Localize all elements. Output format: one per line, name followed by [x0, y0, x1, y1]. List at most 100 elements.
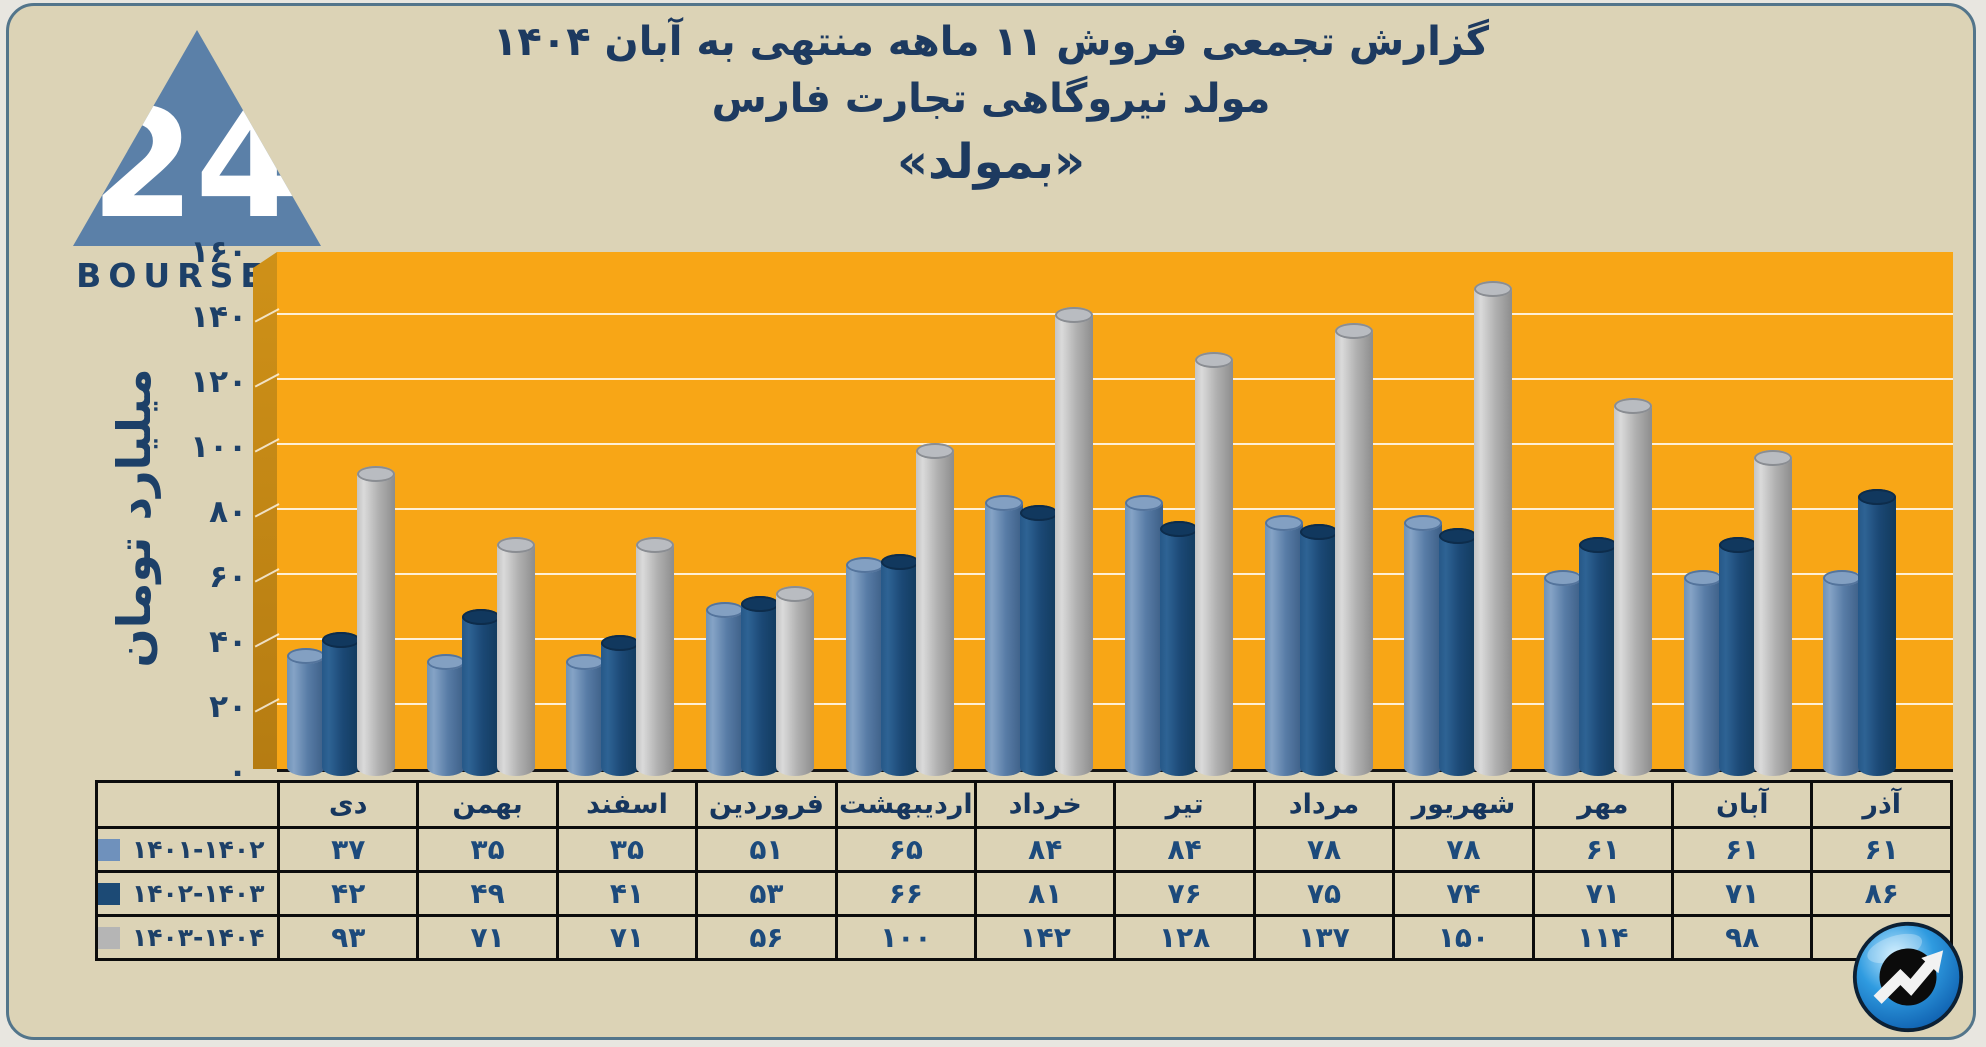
bar-group	[417, 252, 557, 776]
bar-۱۴۰۳-۱۴۰۴	[636, 537, 675, 776]
value-cell: ۷۴	[1392, 870, 1535, 917]
bar-cap	[496, 537, 535, 554]
gridline	[277, 573, 1953, 575]
gridline	[277, 638, 1953, 640]
month-label: آبان	[1671, 780, 1814, 829]
value-cell: ۱۵۰	[1392, 914, 1535, 961]
bar-body	[741, 603, 779, 776]
bar-body	[706, 610, 744, 776]
bar-body	[1055, 314, 1094, 776]
bar-۱۴۰۳-۱۴۰۴	[357, 465, 395, 776]
bar-۱۴۰۱-۱۴۰۲	[287, 647, 325, 776]
month-label: شهریور	[1392, 780, 1535, 829]
bar-group	[975, 252, 1115, 776]
bar-cap	[1160, 521, 1198, 537]
legend-wrap: ۱۴۰۳-۱۴۰۴	[99, 923, 276, 952]
bar-body	[1753, 457, 1792, 776]
bar-cap	[1544, 569, 1582, 586]
bar-cap	[1334, 322, 1373, 339]
bar-cap	[776, 586, 814, 602]
bar-cap	[1858, 488, 1897, 505]
bar-body	[566, 662, 605, 776]
value-cell: ۶۱	[1531, 826, 1675, 873]
bar-۱۴۰۳-۱۴۰۴	[915, 443, 954, 776]
bar-۱۴۰۳-۱۴۰۴	[1055, 306, 1094, 776]
gridline	[277, 313, 1953, 315]
bar-body	[426, 662, 465, 776]
legend-swatch-icon	[99, 838, 120, 861]
legend-cell: ۱۴۰۱-۱۴۰۲	[95, 826, 280, 873]
bar-cap	[1474, 280, 1513, 297]
value-cell: ۱۲۸	[1113, 914, 1256, 961]
value-cell: ۱۰۰	[834, 914, 978, 961]
bar-body	[1683, 577, 1722, 776]
y-axis-labels: ۱۶۰ ۱۴۰ ۱۲۰ ۱۰۰ ۸۰ ۶۰ ۴۰ ۲۰ ۰	[129, 236, 247, 788]
bar-۱۴۰۳-۱۴۰۴	[1195, 352, 1233, 776]
bar-cap	[1055, 306, 1094, 323]
bar-group	[696, 252, 836, 776]
bar-body	[287, 655, 325, 776]
bar-cap	[1753, 449, 1792, 466]
gridline	[277, 703, 1953, 705]
bar-body	[1404, 522, 1443, 776]
bar-۱۴۰۱-۱۴۰۲	[845, 556, 884, 776]
bar-body	[496, 545, 535, 776]
bar-cap	[322, 631, 360, 648]
bar-body	[601, 642, 640, 776]
bar-۱۴۰۱-۱۴۰۲	[566, 654, 605, 776]
bar-body	[461, 616, 500, 776]
bar-۱۴۰۱-۱۴۰۲	[1125, 495, 1163, 776]
bar-body	[1439, 535, 1478, 776]
bar-cap	[1299, 524, 1338, 541]
bar-group	[1813, 252, 1953, 776]
value-cell: ۸۴	[1113, 826, 1256, 873]
bourse24-trend-icon	[1851, 920, 1965, 1034]
value-cell: ۷۸	[1392, 826, 1535, 873]
value-cell: ۴۲	[276, 870, 420, 917]
y-tick-label: ۴۰	[209, 624, 247, 660]
month-header-row: دی بهمن اسفند فروردین اردیبهشت خرداد تیر مرداد ش…	[95, 780, 1953, 829]
month-label: مهر	[1531, 780, 1675, 829]
bar-cap	[915, 443, 954, 459]
bar-body	[1334, 330, 1373, 776]
bar-۱۴۰۳-۱۴۰۴	[776, 586, 814, 776]
bar-۱۴۰۱-۱۴۰۲	[706, 602, 744, 776]
bar-۱۴۰۱-۱۴۰۲	[1264, 514, 1303, 776]
logo-triangle-icon: 24	[73, 30, 321, 246]
bar-group	[1115, 252, 1255, 776]
chart-title: گزارش تجمعی فروش ۱۱ ماهه منتهی به آبان ۱…	[9, 12, 1973, 198]
bar-body	[1264, 522, 1303, 776]
value-cell: ۱۳۷	[1252, 914, 1396, 961]
bar-group	[1255, 252, 1395, 776]
bar-cap	[357, 465, 395, 482]
value-cell: ۵۱	[695, 826, 838, 873]
value-cell: ۶۱	[1671, 826, 1814, 873]
value-cell: ۸۱	[974, 870, 1117, 917]
legend-cell: ۱۴۰۳-۱۴۰۴	[95, 914, 280, 961]
report-card: 24 BOURSE24 گزارش تجمعی فروش ۱۱ ماهه منت…	[6, 3, 1976, 1040]
bar-body	[1160, 529, 1198, 776]
y-tick-label: ۱۴۰	[190, 299, 247, 335]
bar-cap	[1264, 514, 1303, 531]
value-cell: ۸۶	[1810, 870, 1953, 917]
value-cell: ۹۳	[276, 914, 420, 961]
y-tick-label: ۲۰	[209, 689, 247, 725]
bar-body	[1718, 545, 1757, 776]
bar-group	[277, 252, 417, 776]
bar-cap	[1020, 504, 1059, 521]
bar-۱۴۰۳-۱۴۰۴	[1474, 280, 1513, 776]
bourse24-logo: 24 BOURSE24	[67, 28, 327, 295]
value-cell: ۵۶	[695, 914, 838, 961]
bar-۱۴۰۳-۱۴۰۴	[1753, 449, 1792, 776]
chart-title-line1: گزارش تجمعی فروش ۱۱ ماهه منتهی به آبان ۱…	[492, 19, 1490, 65]
value-cell: ۶۶	[834, 870, 978, 917]
bar-cap	[601, 634, 640, 651]
y-tick-label: ۶۰	[209, 559, 247, 595]
y-tick-label: ۱۶۰	[190, 234, 247, 270]
bar-body	[357, 473, 395, 776]
bar-body	[322, 639, 360, 776]
bar-۱۴۰۲-۱۴۰۳	[601, 634, 640, 776]
bar-۱۴۰۱-۱۴۰۲	[1683, 569, 1722, 776]
bar-body	[1474, 288, 1513, 776]
